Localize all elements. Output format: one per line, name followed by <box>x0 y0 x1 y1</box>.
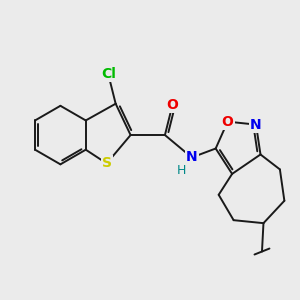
Text: H: H <box>177 164 186 176</box>
Text: O: O <box>222 115 234 129</box>
Text: S: S <box>102 156 112 170</box>
Text: O: O <box>167 98 178 112</box>
Text: N: N <box>186 151 198 164</box>
Text: N: N <box>250 118 262 132</box>
Text: Cl: Cl <box>101 67 116 81</box>
